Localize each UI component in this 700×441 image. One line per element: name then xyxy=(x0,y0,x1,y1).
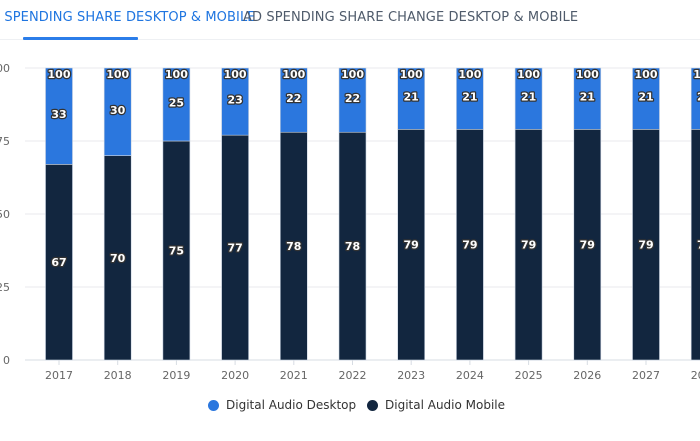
data-label: 21 xyxy=(404,91,419,104)
bar-desktop xyxy=(397,67,426,130)
legend-dot-icon xyxy=(208,399,219,411)
data-label: 77 xyxy=(227,242,242,255)
x-tick-label: 2023 xyxy=(397,369,425,382)
legend-item-desktop[interactable]: Digital Audio Desktop xyxy=(208,398,356,412)
data-label: 79 xyxy=(580,239,595,252)
data-label: 100 xyxy=(224,68,247,81)
legend-label: Digital Audio Mobile xyxy=(385,398,506,412)
data-label: 100 xyxy=(341,68,364,81)
bar-desktop xyxy=(162,67,191,142)
bar-desktop xyxy=(690,67,700,130)
x-tick-label: 2024 xyxy=(456,369,484,382)
y-tick-label: 0 xyxy=(3,354,10,367)
data-label: 79 xyxy=(404,239,419,252)
data-label: 21 xyxy=(462,91,477,104)
x-tick-label: 2026 xyxy=(573,369,601,382)
data-label: 100 xyxy=(517,68,540,81)
data-label: 79 xyxy=(521,239,536,252)
bar-mobile xyxy=(45,164,73,361)
data-label: 21 xyxy=(697,91,700,104)
data-label: 70 xyxy=(110,252,126,265)
bar-desktop xyxy=(45,67,73,165)
bar-mobile xyxy=(514,129,543,361)
bar-desktop xyxy=(456,67,484,130)
data-label: 23 xyxy=(227,94,242,107)
x-tick-label: 2022 xyxy=(339,369,367,382)
bar-mobile xyxy=(397,129,426,361)
data-label: 100 xyxy=(282,68,305,81)
legend-dot-icon xyxy=(367,399,378,411)
bar-desktop xyxy=(279,67,308,133)
bar-desktop xyxy=(632,67,660,130)
bar-mobile xyxy=(162,140,191,361)
x-tick-label: 2019 xyxy=(162,369,190,382)
x-tick-label: 2020 xyxy=(221,369,249,382)
bar-desktop xyxy=(103,67,132,156)
data-label: 75 xyxy=(169,245,184,258)
data-label: 79 xyxy=(462,239,477,252)
x-tick-label: 2021 xyxy=(280,369,308,382)
tab-divider xyxy=(0,39,700,40)
bar-desktop xyxy=(221,67,249,136)
x-tick-label: 2018 xyxy=(104,369,132,382)
tab-ad-spending-share-change[interactable]: AD SPENDING SHARE CHANGE DESKTOP & MOBIL… xyxy=(243,10,579,25)
data-label: 78 xyxy=(286,240,301,253)
active-tab-indicator xyxy=(23,37,138,40)
data-label: 22 xyxy=(345,92,360,105)
bar-mobile xyxy=(456,129,484,361)
data-label: 67 xyxy=(51,256,66,269)
data-label: 30 xyxy=(110,104,126,117)
bar-mobile xyxy=(338,131,367,361)
data-label: 25 xyxy=(169,97,184,110)
data-label: 79 xyxy=(638,239,653,252)
data-label: 100 xyxy=(635,68,658,81)
bar-desktop xyxy=(573,67,602,130)
data-label: 100 xyxy=(48,68,71,81)
data-label: 21 xyxy=(580,91,595,104)
bar-mobile xyxy=(221,134,249,361)
legend-item-mobile[interactable]: Digital Audio Mobile xyxy=(367,398,505,412)
bar-mobile xyxy=(573,129,602,361)
data-label: 100 xyxy=(400,68,423,81)
data-label: 78 xyxy=(345,240,360,253)
y-tick-label: 25 xyxy=(0,281,10,294)
bar-mobile xyxy=(279,131,308,361)
data-label: 100 xyxy=(165,68,188,81)
legend-label: Digital Audio Desktop xyxy=(226,398,357,412)
data-label: 22 xyxy=(286,92,301,105)
x-tick-label: 2028 xyxy=(691,369,700,382)
data-label: 100 xyxy=(693,68,700,81)
data-label: 100 xyxy=(576,68,599,81)
bar-desktop xyxy=(338,67,367,133)
y-tick-label: 75 xyxy=(0,135,10,148)
data-label: 33 xyxy=(51,108,66,121)
y-tick-label: 50 xyxy=(0,208,10,221)
data-label: 21 xyxy=(638,91,653,104)
tab-ad-spending-share[interactable]: AD SPENDING SHARE DESKTOP & MOBILE xyxy=(0,10,256,25)
x-tick-label: 2027 xyxy=(632,369,660,382)
data-label: 79 xyxy=(697,239,700,252)
data-label: 100 xyxy=(106,68,129,81)
bar-mobile xyxy=(690,129,700,361)
x-tick-label: 2017 xyxy=(45,369,73,382)
data-label: 100 xyxy=(458,68,481,81)
bar-desktop xyxy=(514,67,543,130)
y-tick-label: 100 xyxy=(0,62,10,75)
x-tick-label: 2025 xyxy=(515,369,543,382)
data-label: 21 xyxy=(521,91,536,104)
